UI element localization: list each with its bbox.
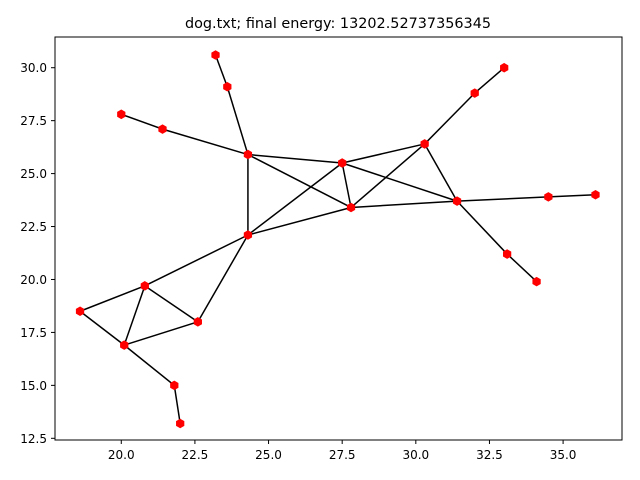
y-tick-label: 27.5 — [20, 114, 47, 128]
y-tick-label: 22.5 — [20, 220, 47, 234]
graph-edge — [123, 321, 199, 346]
graph-node — [532, 276, 541, 287]
graph-edge — [506, 253, 538, 283]
y-tick-label: 30.0 — [20, 61, 47, 75]
graph-node — [170, 380, 179, 391]
y-axis: 12.5 15.0 17.5 20.0 22.5 25.0 27.5 30.0 — [20, 61, 55, 446]
graph-edge — [350, 200, 458, 209]
x-tick-label: 20.0 — [108, 448, 135, 462]
y-tick-label: 17.5 — [20, 326, 47, 340]
graph-edge — [247, 162, 343, 236]
graph-edge — [342, 143, 425, 164]
graph-edge — [144, 285, 199, 323]
graph-node — [223, 81, 232, 92]
x-tick-label: 30.0 — [402, 448, 429, 462]
graph-edge — [121, 113, 163, 130]
graph-node — [502, 249, 512, 259]
chart-title: dog.txt; final energy: 13202.52737356345 — [185, 16, 491, 32]
graph-node — [211, 50, 220, 60]
graph-edge — [341, 162, 352, 208]
graph-edge — [144, 234, 249, 287]
x-tick-label: 32.5 — [476, 448, 503, 462]
y-tick-label: 12.5 — [20, 432, 47, 446]
graph-edge — [424, 143, 458, 202]
x-tick-label: 22.5 — [182, 448, 209, 462]
y-tick-label: 15.0 — [20, 379, 47, 393]
graph-edge — [123, 285, 146, 346]
graph-edge — [79, 310, 125, 346]
graph-node — [338, 158, 347, 168]
graph-node — [243, 149, 253, 160]
graph-node — [120, 340, 129, 350]
graph-node — [75, 306, 85, 317]
graph-node — [140, 281, 149, 291]
graph-edge — [214, 54, 229, 88]
x-tick-label: 27.5 — [329, 448, 356, 462]
graph-node — [544, 192, 553, 202]
graph-edge — [247, 153, 352, 209]
graph-node — [346, 202, 356, 213]
graph-edge — [247, 153, 343, 164]
graph-edge — [79, 285, 146, 312]
graph-edge — [247, 206, 352, 236]
graph-edge — [197, 234, 249, 323]
x-tick-label: 35.0 — [550, 448, 577, 462]
nodes-layer — [75, 50, 600, 429]
plot-area — [55, 37, 622, 440]
graph-node — [470, 88, 479, 98]
graph-edge — [123, 344, 175, 386]
x-tick-label: 25.0 — [255, 448, 282, 462]
graph-edge — [474, 67, 505, 94]
graph-edge — [173, 385, 181, 424]
y-tick-label: 25.0 — [20, 167, 47, 181]
graph-node — [452, 196, 462, 206]
edges-layer — [79, 54, 596, 424]
graph-node — [500, 62, 509, 73]
graph-edge — [456, 200, 508, 255]
graph-edge — [341, 162, 458, 202]
graph-node — [591, 189, 600, 200]
graph-edge — [424, 92, 476, 145]
graph-node — [176, 418, 185, 429]
x-axis: 20.0 22.5 25.0 27.5 30.0 32.5 35.0 — [108, 440, 577, 462]
graph-node — [158, 124, 167, 134]
graph-node — [243, 230, 253, 240]
graph-edge — [226, 86, 249, 155]
plot-frame — [54, 36, 623, 441]
graph-edge — [548, 194, 596, 198]
graph-node — [420, 139, 429, 149]
graph-node — [193, 317, 202, 327]
graph-node — [117, 109, 126, 120]
graph-edge — [350, 143, 426, 209]
y-tick-label: 20.0 — [20, 273, 47, 287]
graph-edge — [162, 128, 249, 156]
graph-edge — [457, 196, 549, 202]
